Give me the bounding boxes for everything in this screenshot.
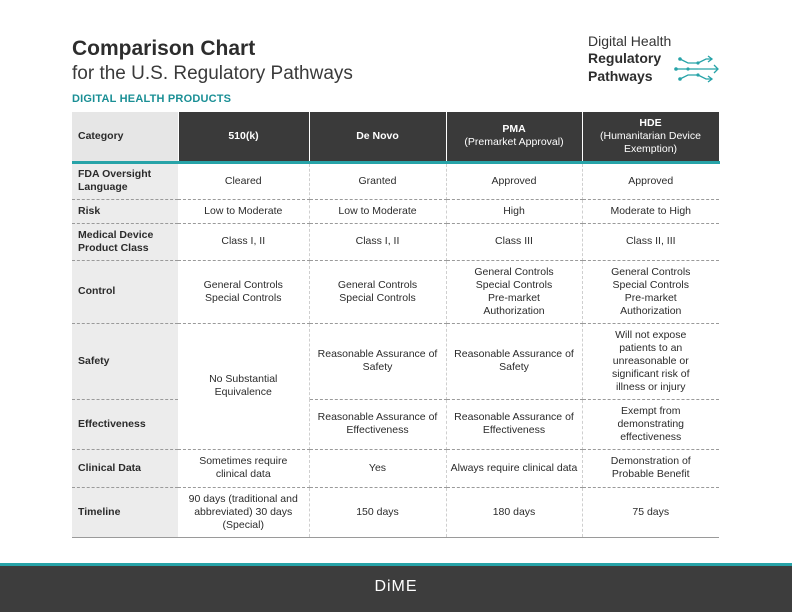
- table-cell: Cleared: [178, 162, 310, 200]
- section-label: DIGITAL HEALTH PRODUCTS: [72, 93, 232, 105]
- table-cell: General Controls Special Controls: [178, 260, 310, 324]
- header-hde-title: HDE: [639, 116, 662, 129]
- row-label: Medical Device Product Class: [72, 223, 178, 261]
- row-label: Safety: [72, 323, 178, 400]
- row-label: Effectiveness: [72, 399, 178, 450]
- table-row: Medical Device Product Class Class I, II…: [72, 223, 719, 261]
- table-cell: Sometimes require clinical data: [178, 449, 310, 488]
- table-cell: Exempt from demonstrating effectiveness: [582, 399, 719, 450]
- table-row: Timeline 90 days (traditional and abbrev…: [72, 487, 719, 538]
- logo-line-3: Pathways: [588, 68, 653, 84]
- footer-logo: DiME: [374, 578, 418, 595]
- table-cell: High: [446, 199, 583, 224]
- header-510k: 510(k): [178, 112, 310, 164]
- table-cell: 150 days: [309, 487, 447, 538]
- table-header-row: Category 510(k) De Novo PMA (Premarket A…: [72, 112, 720, 164]
- page-title: Comparison Chart: [72, 37, 256, 60]
- table-cell: Moderate to High: [582, 199, 719, 224]
- table-cell: Reasonable Assurance of Safety: [309, 323, 447, 400]
- table-cell: 75 days: [582, 487, 719, 538]
- table-row: Control General Controls Special Control…: [72, 260, 719, 324]
- header-category: Category: [72, 112, 179, 164]
- footer-accent-line: [0, 563, 792, 566]
- comparison-table: Category 510(k) De Novo PMA (Premarket A…: [72, 112, 720, 538]
- table-cell: Low to Moderate: [178, 199, 310, 224]
- table-cell: 180 days: [446, 487, 583, 538]
- table-cell: Yes: [309, 449, 447, 488]
- logo-line-2: Regulatory: [588, 50, 662, 66]
- table-row: FDA Oversight Language Cleared Granted A…: [72, 162, 719, 200]
- row-label: Clinical Data: [72, 449, 178, 488]
- page-subtitle: for the U.S. Regulatory Pathways: [72, 63, 353, 84]
- table-cell: General Controls Special Controls Pre-ma…: [446, 260, 583, 324]
- header-pma-sub: (Premarket Approval): [464, 136, 564, 149]
- header-510k-title: 510(k): [228, 129, 259, 142]
- table-cell: Class II, III: [582, 223, 719, 261]
- table-cell: General Controls Special Controls Pre-ma…: [582, 260, 719, 324]
- header-hde: HDE (Humanitarian Device Exemption): [582, 112, 720, 164]
- table-cell: No Substantial Equivalence: [178, 323, 310, 450]
- table-row: Safety No Substantial Equivalence Reason…: [72, 323, 719, 450]
- logo-line-1: Digital Health: [588, 33, 672, 49]
- table-cell: Class I, II: [309, 223, 447, 261]
- table-cell: Demonstration of Probable Benefit: [582, 449, 719, 488]
- table-cell: Reasonable Assurance of Effectiveness: [446, 399, 583, 450]
- row-label: Control: [72, 260, 178, 324]
- header-de-novo: De Novo: [309, 112, 447, 164]
- table-cell: General Controls Special Controls: [309, 260, 447, 324]
- header-pma: PMA (Premarket Approval): [446, 112, 583, 164]
- table-cell: Low to Moderate: [309, 199, 447, 224]
- row-label: Timeline: [72, 487, 178, 538]
- table-cell: Always require clinical data: [446, 449, 583, 488]
- header-pma-title: PMA: [502, 123, 526, 136]
- header-de-novo-title: De Novo: [356, 129, 399, 142]
- table-cell: Class III: [446, 223, 583, 261]
- row-label: FDA Oversight Language: [72, 162, 178, 200]
- header-hde-sub: (Humanitarian Device Exemption): [600, 129, 701, 155]
- logo: Digital Health Regulatory Pathways: [588, 33, 728, 89]
- table-cell: Approved: [582, 162, 719, 200]
- footer-bar: DiME: [0, 566, 792, 612]
- circuit-arrows-icon: [674, 55, 719, 83]
- table-cell: Reasonable Assurance of Effectiveness: [309, 399, 447, 450]
- table-row: Clinical Data Sometimes require clinical…: [72, 449, 719, 488]
- row-label: Risk: [72, 199, 178, 224]
- table-cell: Approved: [446, 162, 583, 200]
- table-cell: 90 days (traditional and abbreviated) 30…: [178, 487, 310, 538]
- table-cell: Will not expose patients to an unreasona…: [582, 323, 719, 400]
- table-cell: Class I, II: [178, 223, 310, 261]
- table-row: Risk Low to Moderate Low to Moderate Hig…: [72, 199, 719, 224]
- table-row: Effectiveness Reasonable Assurance of Ef…: [72, 399, 719, 450]
- table-cell: Granted: [309, 162, 447, 200]
- table-cell: Reasonable Assurance of Safety: [446, 323, 583, 400]
